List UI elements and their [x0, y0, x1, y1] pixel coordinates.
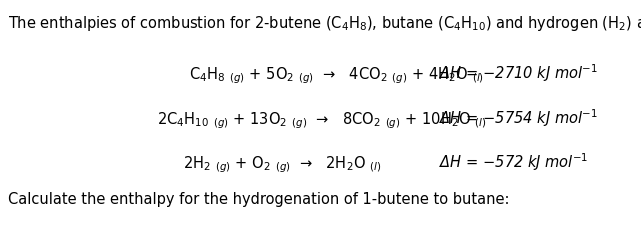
Text: ΔH = −2710 kJ mol$^{-1}$: ΔH = −2710 kJ mol$^{-1}$: [439, 62, 597, 84]
Text: Calculate the enthalpy for the hydrogenation of 1-butene to butane:: Calculate the enthalpy for the hydrogena…: [8, 191, 509, 206]
Text: 2H$_2$ $_{(g)}$ + O$_2$ $_{(g)}$  →   2H$_2$O $_{(l)}$: 2H$_2$ $_{(g)}$ + O$_2$ $_{(g)}$ → 2H$_2…: [183, 154, 381, 174]
Text: C$_4$H$_{8}$ $_{(g)}$ + 5O$_2$ $_{(g)}$  →   4CO$_2$ $_{(g)}$ + 4H$_2$O $_{(l)}$: C$_4$H$_{8}$ $_{(g)}$ + 5O$_2$ $_{(g)}$ …: [189, 65, 484, 85]
Text: ΔH = −572 kJ mol$^{-1}$: ΔH = −572 kJ mol$^{-1}$: [439, 151, 588, 173]
Text: The enthalpies of combustion for 2-butene (C$_4$H$_8$), butane (C$_4$H$_{10}$) a: The enthalpies of combustion for 2-buten…: [8, 14, 641, 33]
Text: 2C$_4$H$_{10}$ $_{(g)}$ + 13O$_2$ $_{(g)}$  →   8CO$_2$ $_{(g)}$ + 10H$_2$O $_{(: 2C$_4$H$_{10}$ $_{(g)}$ + 13O$_2$ $_{(g)…: [157, 110, 487, 130]
Text: ΔH = −5754 kJ mol$^{-1}$: ΔH = −5754 kJ mol$^{-1}$: [439, 107, 597, 129]
